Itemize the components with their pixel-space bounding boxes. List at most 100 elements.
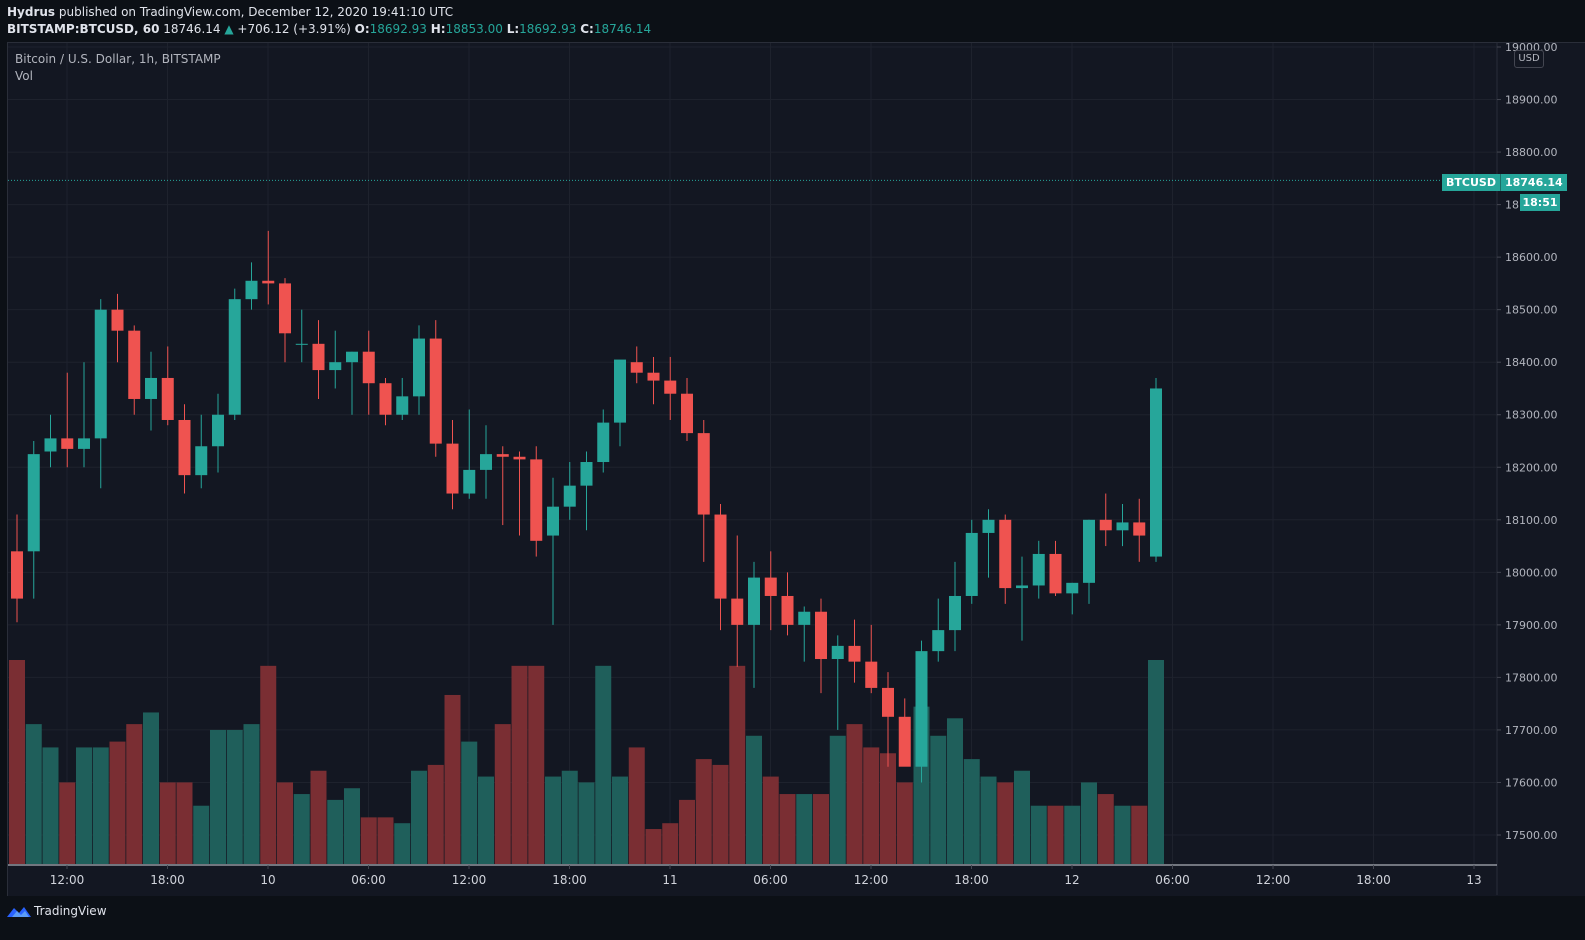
volume-bar <box>394 823 411 864</box>
currency-badge[interactable]: USD <box>1514 50 1544 68</box>
volume-bar <box>59 782 76 864</box>
candle-body <box>798 611 811 625</box>
author-name[interactable]: Hydrus <box>7 5 56 19</box>
volume-bar <box>829 735 846 864</box>
volume-bar <box>796 794 813 864</box>
volume-bar <box>997 782 1014 864</box>
volume-bar <box>511 665 528 864</box>
candle-body <box>848 645 861 662</box>
candle-body <box>748 577 760 625</box>
candle-body <box>480 454 492 470</box>
change-up-icon: ▲ <box>224 22 234 36</box>
volume-bar <box>210 729 226 864</box>
candle-body <box>597 422 610 463</box>
candle-body <box>496 454 509 457</box>
publish-line: Hydrus published on TradingView.com, Dec… <box>7 5 453 19</box>
volume-bar <box>628 747 645 864</box>
volume-bar <box>327 799 344 864</box>
high-label: H: <box>430 22 446 36</box>
volume-bar <box>762 776 779 864</box>
candle-body <box>295 343 308 345</box>
tradingview-brand[interactable]: TradingView <box>34 904 107 918</box>
candle-body <box>1032 553 1045 586</box>
candle-body <box>831 645 844 660</box>
volume-bar <box>226 729 243 864</box>
candle-body <box>262 280 275 284</box>
volume-bar <box>963 759 980 864</box>
price-tag-value: 18746.14 <box>1504 176 1563 189</box>
candle-body <box>27 454 40 552</box>
price-tick-label: 18800.00 <box>1505 146 1558 159</box>
volume-bar <box>427 764 444 864</box>
time-tick-label: 18:00 <box>150 873 185 887</box>
price-tick-label: 17700.00 <box>1505 724 1558 737</box>
volume-bar <box>293 794 310 864</box>
open-value: 18692.93 <box>369 22 427 36</box>
time-tick-label: 12:00 <box>50 873 85 887</box>
volume-bar <box>545 776 561 864</box>
time-tick-label: 12:00 <box>1256 873 1291 887</box>
time-tick-label: 12:00 <box>854 873 889 887</box>
volume-bar <box>159 782 176 864</box>
candle-body <box>781 595 794 625</box>
volume-bar <box>494 724 511 864</box>
volume-bar <box>863 747 880 864</box>
candle-body <box>379 383 392 415</box>
candle-body <box>731 598 744 625</box>
candle-body <box>664 380 677 394</box>
candle-body <box>44 438 57 452</box>
volume-bar <box>1097 794 1114 864</box>
high-value: 18853.00 <box>445 22 503 36</box>
volume-bar <box>126 724 143 864</box>
candle-body <box>1049 553 1062 594</box>
candle-body <box>530 459 543 541</box>
volume-bar <box>461 741 478 864</box>
price-tag-symbol: BTCUSD <box>1446 176 1496 189</box>
candle-body <box>681 393 693 434</box>
candle-body <box>513 456 526 460</box>
volume-legend[interactable]: Vol <box>15 69 33 83</box>
volume-bar <box>578 782 595 864</box>
price-tick-label: 18100.00 <box>1505 514 1558 527</box>
candle-body <box>580 462 593 486</box>
volume-bar <box>846 724 863 864</box>
time-tick-label: 13 <box>1466 873 1481 887</box>
candle-body <box>965 532 978 596</box>
time-tick-label: 06:00 <box>351 873 386 887</box>
candle-body <box>11 551 23 599</box>
time-tick-label: 12 <box>1064 873 1079 887</box>
volume-bar <box>109 741 126 864</box>
symbol-interval: BITSTAMP:BTCUSD, 60 <box>7 22 160 36</box>
volume-bar <box>1114 805 1131 864</box>
price-tick-label: 17900.00 <box>1505 619 1558 632</box>
volume-bar <box>712 764 729 864</box>
price-tick-label: 18000.00 <box>1505 566 1558 579</box>
candle-body <box>279 283 291 334</box>
candle-body <box>362 351 375 384</box>
time-tick-label: 06:00 <box>753 873 788 887</box>
volume-bar <box>377 817 394 864</box>
candle-body <box>932 630 945 652</box>
time-tick-label: 18:00 <box>1356 873 1391 887</box>
volume-bar <box>930 735 947 864</box>
volume-bar <box>662 823 679 864</box>
series-legend-title[interactable]: Bitcoin / U.S. Dollar, 1h, BITSTAMP <box>15 52 221 66</box>
candle-body <box>647 372 660 381</box>
volume-bar <box>277 782 293 864</box>
time-tick-label: 06:00 <box>1155 873 1190 887</box>
chart-header <box>0 0 1585 42</box>
footer <box>0 896 1585 940</box>
last-price: 18746.14 <box>163 22 221 36</box>
tradingview-logo-icon[interactable] <box>6 905 32 919</box>
time-axis: 12:00 18:00 10 06:00 12:00 18:00 11 06:00 12:00 1… <box>50 865 1482 887</box>
candle-body <box>78 438 90 449</box>
volume-bar <box>746 735 762 864</box>
candle-body <box>1133 522 1146 536</box>
bar-countdown: 18:51 <box>1520 194 1560 211</box>
volume-bar <box>679 799 695 864</box>
volume-bar <box>76 747 92 864</box>
volume-bar <box>947 718 963 864</box>
volume-bar <box>260 665 277 864</box>
price-tick-label: 18900.00 <box>1505 94 1558 107</box>
